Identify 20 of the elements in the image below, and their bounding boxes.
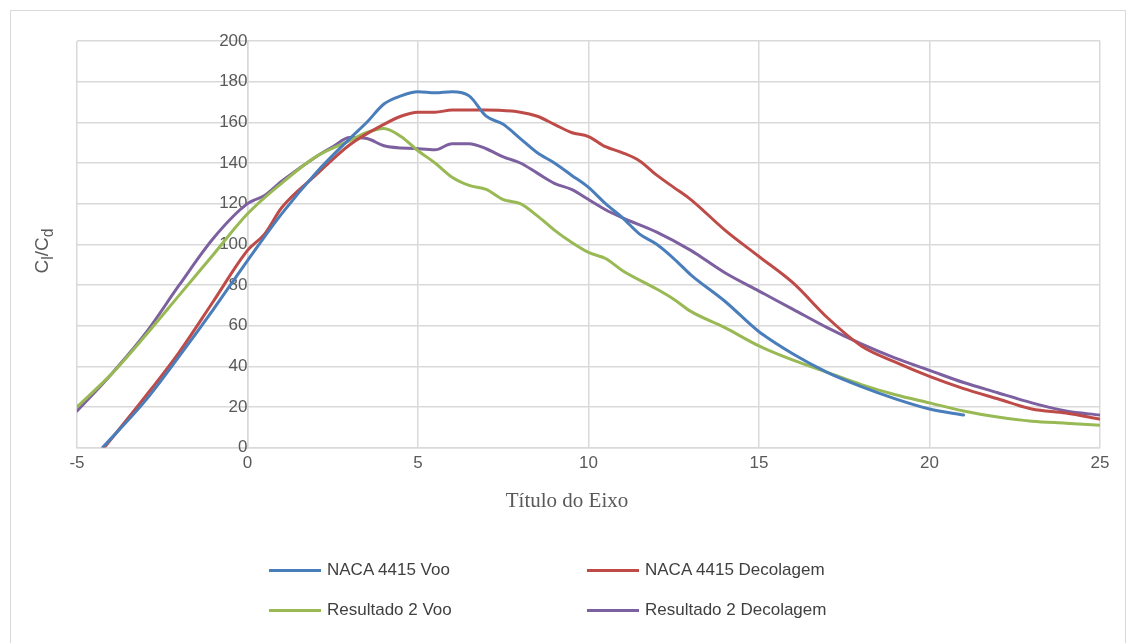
legend-label: NACA 4415 Decolagem: [645, 560, 825, 580]
y-tick-label: 200: [219, 30, 248, 50]
y-tick-label: 140: [219, 152, 248, 172]
y-tick-label: 20: [228, 396, 248, 416]
x-tick-label: 20: [920, 453, 939, 473]
legend-label: Resultado 2 Decolagem: [645, 600, 827, 620]
legend-label: NACA 4415 Voo: [327, 560, 451, 580]
y-tick-label: 160: [219, 112, 248, 132]
y-tick-label: 60: [228, 315, 248, 335]
x-axis-title: Título do Eixo: [504, 488, 630, 513]
y-tick-label: 40: [228, 355, 248, 375]
y-tick-label: 0: [238, 437, 248, 457]
x-tick-label: 25: [1090, 453, 1110, 473]
x-tick-label: 5: [413, 453, 423, 473]
x-tick-label: -5: [69, 453, 85, 473]
y-tick-label: 180: [219, 71, 248, 91]
y-tick-label: 100: [219, 233, 248, 253]
legend-label: Resultado 2 Voo: [327, 600, 453, 620]
x-tick-label: 15: [749, 453, 769, 473]
x-tick-label: 10: [579, 453, 598, 473]
